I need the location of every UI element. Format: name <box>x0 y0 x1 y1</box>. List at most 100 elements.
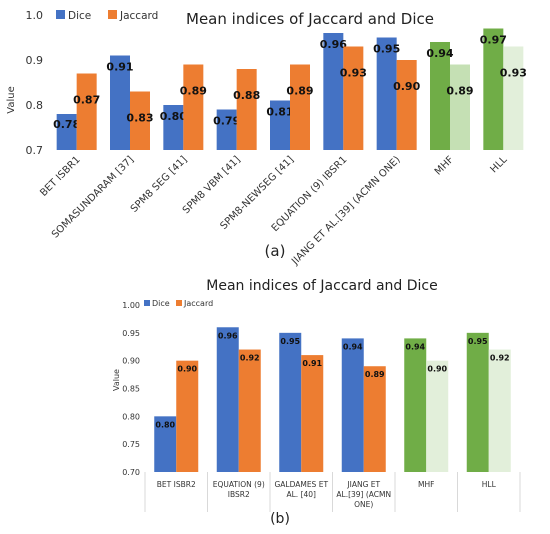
chart-b-data-label-jaccard-2: 0.91 <box>302 359 322 368</box>
chart-a-data-label-jaccard-4: 0.89 <box>286 85 313 98</box>
chart-b-y-tick-0: 0.70 <box>122 468 140 477</box>
chart-b-y-ticks: 0.70 0.75 0.80 0.85 0.90 0.95 1.00 <box>122 301 140 477</box>
chart-a-x-tick-2: SPM8 SEG [41] <box>129 154 190 215</box>
chart-b-x-ticks: BET ISBR2 EQUATION (9) IBSR2 GALDAMES ET AL.… <box>144 472 521 512</box>
chart-a-bar-jaccard-7 <box>450 64 470 150</box>
chart-a-caption: (a) <box>265 242 286 260</box>
chart-b-x-tick-2: GALDAMES ET AL. [40] <box>274 480 328 499</box>
chart-a-bars: 0.78 0.87 0.91 0.83 0.80 0.89 0.79 0.88 0.81 0.89… <box>53 28 527 150</box>
chart-b-data-label-jaccard-1: 0.92 <box>240 354 260 363</box>
chart-b-legend-jaccard-swatch <box>176 300 182 306</box>
chart-b-data-label-jaccard-3: 0.89 <box>365 370 385 379</box>
chart-b-y-tick-5: 0.95 <box>122 329 140 338</box>
chart-a-x-tick-8: HLL <box>488 154 509 175</box>
chart-a-bar-dice-5 <box>323 33 344 150</box>
chart-a-bar-dice-6 <box>376 37 397 150</box>
chart-a-bar-dice-7 <box>430 42 450 150</box>
chart-a-y-ticks: 0.7 0.8 0.9 1.0 <box>26 9 44 157</box>
chart-b-legend-jaccard: Jaccard <box>183 299 213 308</box>
chart-b-data-label-dice-2: 0.95 <box>280 337 300 346</box>
chart-a-data-label-jaccard-0: 0.87 <box>73 94 100 107</box>
chart-a-y-tick-1: 0.8 <box>26 99 44 112</box>
chart-b-bar-dice-0 <box>154 416 177 472</box>
chart-b-data-label-dice-3: 0.94 <box>343 342 363 351</box>
chart-b-y-tick-3: 0.85 <box>122 385 140 394</box>
chart-a-bar-jaccard-6 <box>396 60 417 150</box>
chart-b-y-tick-1: 0.75 <box>122 440 140 449</box>
chart-a-bar-jaccard-8 <box>503 46 524 150</box>
chart-a-legend-jaccard: Jaccard <box>119 10 158 22</box>
chart-a-data-label-jaccard-5: 0.93 <box>340 67 367 80</box>
chart-b-data-label-jaccard-0: 0.90 <box>177 365 197 374</box>
chart-b-x-tick-1: EQUATION (9) IBSR2 <box>213 480 265 499</box>
chart-b-data-label-dice-4: 0.94 <box>405 342 425 351</box>
chart-b-bar-dice-3 <box>341 338 364 472</box>
chart-a-bar-dice-1 <box>110 55 130 150</box>
chart-a-data-label-dice-7: 0.94 <box>426 47 453 60</box>
chart-a-data-label-jaccard-1: 0.83 <box>126 112 153 125</box>
chart-a-data-label-dice-1: 0.91 <box>106 61 133 74</box>
chart-a-x-tick-6: JIANG ET AL.[39] (ACMN ONE) <box>289 154 403 268</box>
chart-b-data-label-jaccard-4: 0.90 <box>427 365 447 374</box>
chart-a-bar-jaccard-4 <box>290 64 310 150</box>
chart-b-bar-jaccard-1 <box>238 349 261 472</box>
chart-b-x-tick-5: HLL <box>482 480 497 489</box>
chart-a-data-label-dice-6: 0.95 <box>373 43 400 56</box>
chart-a-legend-dice: Dice <box>68 10 91 22</box>
chart-a-x-tick-7: MHF <box>433 154 456 177</box>
chart-a: Mean indices of Jaccard and Dice Dice Ja… <box>6 9 527 268</box>
chart-a-legend-dice-swatch <box>56 10 65 19</box>
chart-b-y-tick-2: 0.80 <box>122 412 140 421</box>
chart-b-y-tick-6: 1.00 <box>122 301 140 310</box>
chart-a-y-tick-2: 0.9 <box>26 54 44 67</box>
chart-a-bar-dice-4 <box>270 100 290 150</box>
chart-b-data-label-dice-0: 0.80 <box>155 420 175 429</box>
chart-a-data-label-jaccard-2: 0.89 <box>180 85 207 98</box>
chart-b-x-tick-0: BET ISBR2 <box>157 480 196 489</box>
chart-b-bars: 0.800.900.960.920.950.910.940.890.940.90… <box>154 327 511 472</box>
chart-b-bar-jaccard-3 <box>363 366 386 472</box>
chart-b-bar-jaccard-0 <box>176 360 199 472</box>
chart-a-bar-dice-8 <box>483 28 504 150</box>
chart-a-data-label-jaccard-7: 0.89 <box>446 85 473 98</box>
chart-b-y-tick-4: 0.90 <box>122 357 140 366</box>
chart-a-bar-jaccard-5 <box>343 46 364 150</box>
chart-b-data-label-dice-1: 0.96 <box>218 331 238 340</box>
chart-a-y-tick-3: 1.0 <box>26 9 44 22</box>
chart-a-x-tick-3: SPM8 VBM [41] <box>181 154 243 216</box>
chart-a-data-label-dice-3: 0.79 <box>213 115 240 128</box>
chart-a-bar-dice-3 <box>216 109 237 150</box>
chart-b-data-label-dice-5: 0.95 <box>468 337 488 346</box>
chart-a-bar-dice-0 <box>56 114 77 150</box>
chart-a-data-label-dice-8: 0.97 <box>480 34 507 47</box>
chart-b-title: Mean indices of Jaccard and Dice <box>206 278 437 294</box>
chart-b-legend-dice: Dice <box>152 299 170 308</box>
chart-b-x-tick-4: MHF <box>418 480 434 489</box>
chart-a-data-label-dice-4: 0.81 <box>266 106 293 119</box>
chart-b-bar-dice-2 <box>279 332 302 472</box>
chart-a-data-label-jaccard-8: 0.93 <box>500 67 527 80</box>
chart-a-data-label-dice-0: 0.78 <box>53 118 80 131</box>
chart-a-bar-jaccard-0 <box>76 73 97 150</box>
chart-b-bar-jaccard-5 <box>488 349 511 472</box>
chart-b-bar-jaccard-4 <box>426 360 449 472</box>
chart-b: Mean indices of Jaccard and Dice Dice Ja… <box>112 278 521 527</box>
chart-a-legend: Dice Jaccard <box>56 10 158 22</box>
chart-a-data-label-dice-5: 0.96 <box>320 38 347 51</box>
chart-a-y-axis-label: Value <box>6 86 17 113</box>
chart-b-bar-jaccard-2 <box>301 355 324 472</box>
chart-b-x-tick-3: JIANG ET AL.[39] (ACMN ONE) <box>336 480 391 509</box>
chart-b-data-label-jaccard-5: 0.92 <box>490 354 510 363</box>
chart-a-bar-dice-2 <box>163 105 184 150</box>
chart-a-legend-jaccard-swatch <box>108 10 117 19</box>
chart-b-bar-dice-5 <box>466 332 489 472</box>
chart-b-y-axis-label: Value <box>112 369 121 391</box>
chart-a-title: Mean indices of Jaccard and Dice <box>186 10 434 28</box>
chart-b-legend: Dice Jaccard <box>144 299 213 308</box>
chart-a-data-label-jaccard-3: 0.88 <box>233 89 260 102</box>
chart-a-data-label-jaccard-6: 0.90 <box>393 80 420 93</box>
chart-b-bar-dice-1 <box>216 327 239 472</box>
chart-a-y-tick-0: 0.7 <box>26 144 44 157</box>
chart-b-legend-dice-swatch <box>144 300 150 306</box>
